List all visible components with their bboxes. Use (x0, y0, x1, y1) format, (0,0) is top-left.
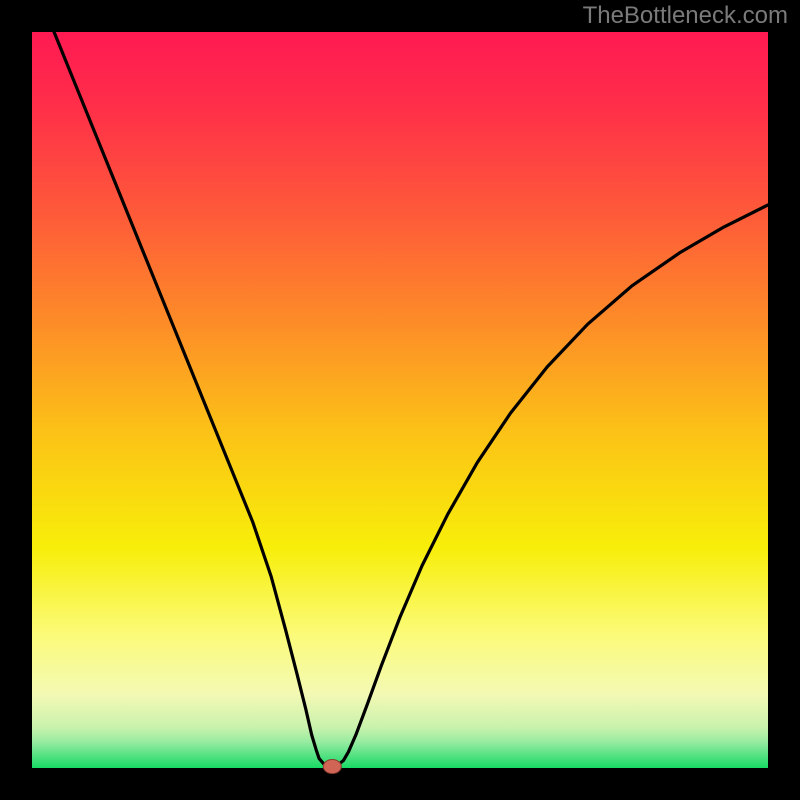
chart-container: { "watermark": { "text": "TheBottleneck.… (0, 0, 800, 800)
bottleneck-chart (0, 0, 800, 800)
watermark-text: TheBottleneck.com (583, 2, 788, 30)
minimum-marker (323, 760, 341, 774)
plot-background (32, 32, 768, 768)
